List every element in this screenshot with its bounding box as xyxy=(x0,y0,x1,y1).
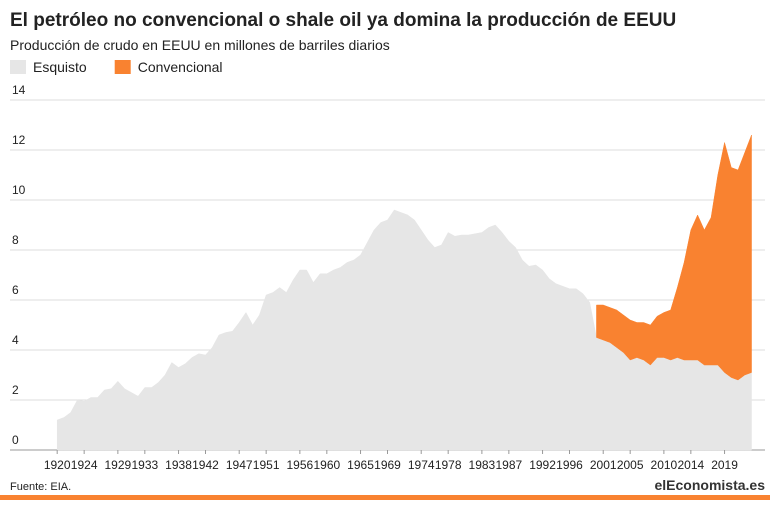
x-tick-label: 2005 xyxy=(617,458,644,472)
x-tick-label: 1974 xyxy=(408,458,435,472)
x-tick-label: 1938 xyxy=(165,458,192,472)
y-tick-label: 12 xyxy=(12,133,26,147)
y-tick-label: 2 xyxy=(12,383,19,397)
y-tick-label: 6 xyxy=(12,283,19,297)
x-tick-label: 2010 xyxy=(651,458,678,472)
source: Fuente: EIA. xyxy=(10,481,71,493)
area xyxy=(56,209,752,451)
chart-title: El petróleo no convencional o shale oil … xyxy=(10,10,676,31)
x-tick-label: 1929 xyxy=(105,458,132,472)
legend-swatch xyxy=(114,60,131,74)
legend-label: Esquisto xyxy=(33,59,87,75)
x-tick-label: 2019 xyxy=(711,458,738,472)
legend-swatch xyxy=(10,60,26,74)
x-tick-label: 1956 xyxy=(287,458,314,472)
x-tick-label: 1947 xyxy=(226,458,253,472)
x-tick-label: 1942 xyxy=(192,458,219,472)
x-tick-label: 1969 xyxy=(374,458,401,472)
x-tick-label: 1951 xyxy=(253,458,280,472)
x-tick-label: 1924 xyxy=(71,458,98,472)
area xyxy=(596,134,752,381)
brand: elEconomista.es xyxy=(655,477,766,493)
x-tick-label: 1965 xyxy=(347,458,374,472)
y-tick-label: 8 xyxy=(12,233,19,247)
x-tick-label: 1920 xyxy=(44,458,71,472)
x-tick-label: 1978 xyxy=(435,458,462,472)
x-tick-label: 1960 xyxy=(313,458,340,472)
x-tick-label: 1933 xyxy=(131,458,158,472)
x-tick-label: 1996 xyxy=(556,458,583,472)
x-tick-label: 2001 xyxy=(590,458,617,472)
y-tick-label: 4 xyxy=(12,333,19,347)
y-tick-label: 10 xyxy=(12,183,26,197)
legend-label: Convencional xyxy=(138,59,223,75)
chart-subtitle: Producción de crudo en EEUU en millones … xyxy=(10,37,390,53)
x-tick-label: 2014 xyxy=(677,458,704,472)
y-tick-label: 0 xyxy=(12,433,19,447)
x-tick-label: 1987 xyxy=(495,458,522,472)
y-tick-label: 14 xyxy=(12,83,26,97)
footer-bar xyxy=(0,495,770,500)
x-tick-label: 1992 xyxy=(529,458,556,472)
x-tick-label: 1983 xyxy=(469,458,496,472)
